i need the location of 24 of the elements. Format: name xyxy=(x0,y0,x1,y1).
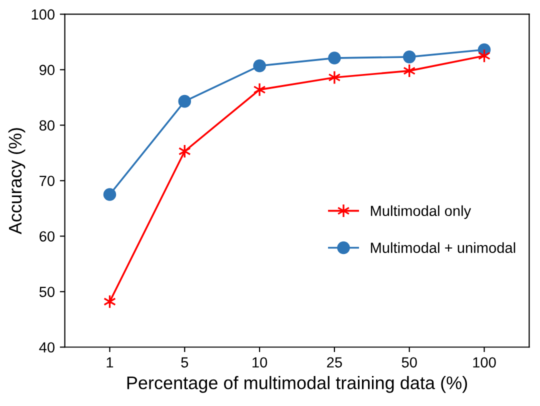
y-tick-label: 50 xyxy=(39,286,55,298)
point xyxy=(253,82,266,97)
point xyxy=(178,94,192,108)
point xyxy=(328,70,341,85)
y-tick-label: 100 xyxy=(32,9,55,20)
x-axis-title: Percentage of multimodal training data (%) xyxy=(127,376,468,393)
x-tick-label: 10 xyxy=(252,357,268,368)
y-tick-label: 80 xyxy=(39,120,55,131)
y-tick-label: 60 xyxy=(40,231,55,242)
x-tick-label: 1 xyxy=(106,357,114,368)
point xyxy=(253,59,266,72)
point xyxy=(103,188,116,201)
legend-label: Multimodal only xyxy=(370,205,472,219)
x-tick-label: 5 xyxy=(181,357,188,368)
x-tick-label: 100 xyxy=(473,357,496,368)
y-tick-label: 90 xyxy=(40,64,55,76)
y-tick-label: 40 xyxy=(39,342,55,353)
legend-label: Multimodal + unimodal xyxy=(370,242,516,253)
y-axis-title: Accuracy (%) xyxy=(8,128,26,234)
x-tick-label: 50 xyxy=(402,357,417,368)
point xyxy=(328,52,341,64)
y-tick-label: 70 xyxy=(40,176,55,186)
point xyxy=(402,50,416,64)
x-tick-label: 25 xyxy=(327,357,342,368)
